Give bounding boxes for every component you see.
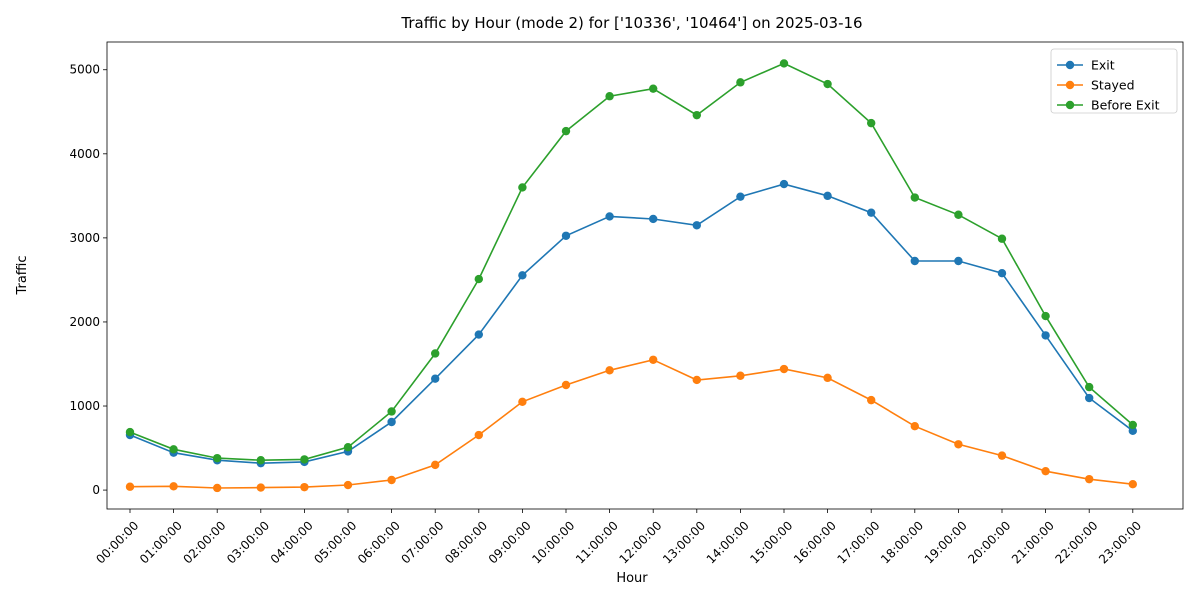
data-point-before-exit <box>692 110 701 120</box>
data-point-exit <box>561 231 571 240</box>
chart-title: Traffic by Hour (mode 2) for ['10336', '… <box>400 14 862 32</box>
data-point-stayed <box>605 366 614 375</box>
legend-marker-stayed <box>1065 80 1075 90</box>
data-point-stayed <box>474 430 483 440</box>
data-point-before-exit <box>561 126 571 136</box>
data-point-stayed <box>1128 479 1138 489</box>
data-point-exit <box>605 212 614 221</box>
data-point-stayed <box>125 482 135 491</box>
data-point-stayed <box>213 483 222 493</box>
data-point-stayed <box>343 480 353 490</box>
data-point-before-exit <box>997 234 1007 243</box>
data-point-stayed <box>692 375 701 385</box>
data-point-stayed <box>736 371 745 380</box>
legend-marker-before-exit <box>1065 100 1075 110</box>
data-point-exit <box>692 221 701 230</box>
data-point-before-exit <box>736 78 745 87</box>
data-point-before-exit <box>867 118 876 128</box>
data-point-stayed <box>1085 474 1094 484</box>
data-point-exit <box>823 191 832 201</box>
data-point-stayed <box>431 460 440 470</box>
data-point-before-exit <box>910 193 919 202</box>
data-point-exit <box>649 214 658 224</box>
data-point-exit <box>474 330 483 339</box>
data-point-stayed <box>518 397 527 407</box>
data-point-before-exit <box>343 443 353 452</box>
data-point-exit <box>954 256 963 266</box>
data-point-before-exit <box>169 445 178 454</box>
data-point-exit <box>867 208 876 217</box>
data-point-before-exit <box>474 274 483 284</box>
data-point-before-exit <box>256 456 265 465</box>
data-point-before-exit <box>300 455 309 464</box>
data-point-before-exit <box>823 79 832 89</box>
data-point-before-exit <box>1085 382 1094 392</box>
data-point-stayed <box>1041 466 1050 476</box>
y-tick-label: 1000 <box>69 399 100 413</box>
data-point-before-exit <box>213 453 222 463</box>
data-point-exit <box>1128 426 1138 436</box>
data-point-exit <box>997 268 1007 278</box>
data-point-stayed <box>387 475 396 485</box>
y-axis-label: Traffic <box>15 255 30 295</box>
data-point-exit <box>1041 331 1050 340</box>
data-point-exit <box>387 417 396 427</box>
data-point-before-exit <box>779 59 789 68</box>
series-line-before-exit <box>129 62 1134 462</box>
y-tick-label: 3000 <box>69 231 100 245</box>
plot-frame <box>106 41 1184 510</box>
data-point-stayed <box>256 483 265 492</box>
y-tick-label: 0 <box>92 483 100 497</box>
legend-label-exit: Exit <box>1091 58 1115 73</box>
data-point-before-exit <box>605 92 614 101</box>
y-tick-label: 5000 <box>69 63 100 77</box>
data-point-before-exit <box>1128 420 1138 430</box>
data-point-stayed <box>779 364 789 374</box>
data-point-stayed <box>823 373 832 383</box>
legend-label-before-exit: Before Exit <box>1091 98 1160 113</box>
data-point-exit <box>736 192 745 201</box>
data-point-before-exit <box>387 407 396 416</box>
x-axis-label: Hour <box>616 571 648 586</box>
data-point-stayed <box>649 355 658 364</box>
data-point-stayed <box>910 421 919 431</box>
data-point-exit <box>431 374 440 383</box>
y-tick-label: 2000 <box>69 315 100 329</box>
data-point-stayed <box>867 395 876 405</box>
data-point-stayed <box>954 440 963 449</box>
data-point-stayed <box>300 482 309 492</box>
legend-label-stayed: Stayed <box>1091 78 1135 93</box>
data-point-exit <box>1085 393 1094 403</box>
data-point-stayed <box>169 482 178 491</box>
data-point-before-exit <box>125 427 135 437</box>
legend: Exit Stayed Before Exit <box>1050 48 1178 114</box>
data-point-before-exit <box>431 349 440 358</box>
y-tick-label: 4000 <box>69 147 100 161</box>
series-line-exit <box>129 183 1134 465</box>
data-point-stayed <box>561 380 571 390</box>
series-line-stayed <box>129 358 1133 489</box>
data-point-stayed <box>997 451 1007 460</box>
data-point-before-exit <box>954 210 963 219</box>
data-point-exit <box>518 271 527 280</box>
data-point-before-exit <box>518 183 527 192</box>
legend-marker-exit <box>1065 60 1075 70</box>
data-point-before-exit <box>649 84 658 93</box>
data-point-exit <box>779 179 789 189</box>
data-point-before-exit <box>1041 311 1050 321</box>
data-point-exit <box>910 256 919 266</box>
